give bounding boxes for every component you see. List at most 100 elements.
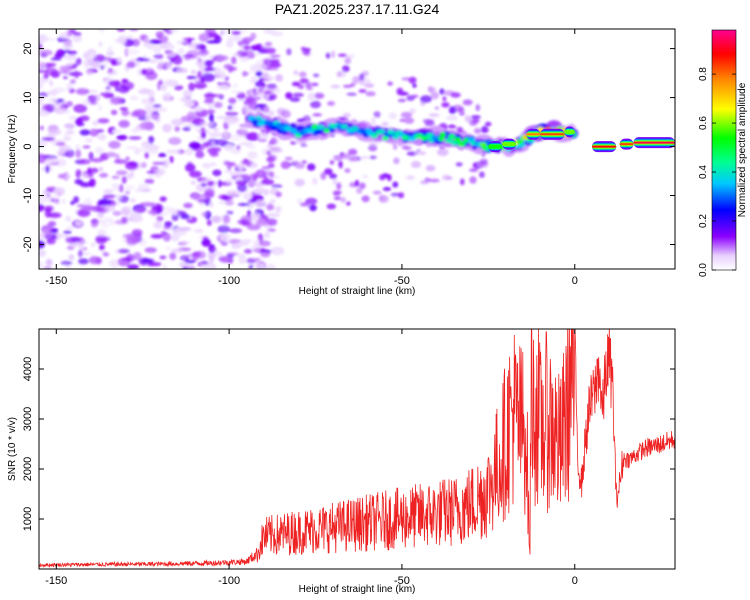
noise-blob <box>110 109 118 116</box>
x-tick-label: -50 <box>394 575 410 587</box>
noise-blob <box>221 195 229 201</box>
noise-blob <box>261 166 271 170</box>
noise-blob <box>121 216 128 224</box>
noise-blob <box>401 77 413 81</box>
noise-blob <box>246 224 261 231</box>
noise-blob <box>300 143 308 147</box>
noise-blob <box>266 83 278 89</box>
noise-blob <box>72 63 78 68</box>
noise-blob <box>41 137 55 141</box>
noise-blob <box>212 250 223 257</box>
noise-blob <box>229 228 243 234</box>
spectrogram-y-label: Frequency (Hz) <box>7 115 18 184</box>
noise-blob <box>382 187 392 191</box>
noise-blob <box>224 178 234 185</box>
noise-blob <box>202 236 209 240</box>
noise-blob <box>135 57 148 62</box>
noise-blob <box>88 52 96 59</box>
noise-blob <box>222 214 231 224</box>
y-tick-label: -20 <box>22 237 34 253</box>
signal-blob <box>431 135 440 141</box>
noise-blob <box>201 183 207 187</box>
noise-blob <box>39 261 44 269</box>
colorbar-tick-label: 0.8 <box>698 67 709 81</box>
noise-blob <box>459 111 465 116</box>
noise-blob <box>358 89 367 93</box>
y-tick-label: 1000 <box>22 507 34 531</box>
noise-blob <box>340 197 347 203</box>
noise-blob <box>129 215 143 223</box>
noise-blob <box>53 196 59 201</box>
noise-blob <box>39 125 44 131</box>
noise-blob <box>291 81 301 87</box>
noise-blob <box>39 83 43 90</box>
noise-blob <box>197 49 210 57</box>
noise-blob <box>248 102 256 110</box>
noise-blob <box>63 54 77 61</box>
noise-blob <box>115 194 122 201</box>
signal-blob <box>275 123 282 128</box>
noise-blob <box>344 168 351 173</box>
noise-blob <box>174 126 180 132</box>
noise-blob <box>325 52 331 59</box>
noise-blob <box>209 202 214 208</box>
noise-blob <box>265 263 276 269</box>
noise-blob <box>129 211 140 217</box>
noise-blob <box>45 165 50 174</box>
noise-blob <box>312 113 323 117</box>
noise-blob <box>261 78 270 82</box>
noise-blob <box>255 219 270 227</box>
noise-blob <box>190 180 196 185</box>
noise-blob <box>98 166 104 172</box>
noise-blob <box>237 202 250 207</box>
noise-blob <box>269 62 282 68</box>
signal-blob <box>387 129 395 135</box>
noise-blob <box>180 240 191 245</box>
noise-blob <box>184 163 196 172</box>
signal-blob <box>316 124 325 130</box>
noise-blob <box>177 226 192 232</box>
noise-blob <box>58 109 71 114</box>
noise-blob <box>242 70 248 77</box>
noise-blob <box>68 115 77 121</box>
noise-blob <box>153 104 162 108</box>
noise-blob <box>286 48 292 56</box>
noise-blob <box>98 29 105 33</box>
noise-blob <box>144 68 155 76</box>
noise-blob <box>165 149 180 154</box>
noise-blob <box>110 58 118 66</box>
signal-blob <box>289 128 298 134</box>
noise-blob <box>165 80 179 86</box>
noise-blob <box>179 255 190 262</box>
noise-blob <box>224 144 234 152</box>
noise-blob <box>172 211 179 216</box>
signal-blob <box>457 141 466 147</box>
noise-blob <box>373 111 381 118</box>
noise-blob <box>392 181 399 188</box>
noise-blob <box>320 172 327 180</box>
noise-blob <box>44 67 58 76</box>
noise-blob <box>47 129 60 136</box>
y-tick-label: 2000 <box>22 457 34 481</box>
noise-blob <box>235 180 248 186</box>
spectrogram-heatmap <box>39 29 675 269</box>
x-tick-label: 0 <box>572 575 578 587</box>
noise-blob <box>448 106 456 115</box>
noise-blob <box>224 169 233 174</box>
noise-blob <box>188 82 196 92</box>
signal-blob <box>401 134 409 141</box>
noise-blob <box>297 84 305 90</box>
noise-blob <box>457 107 465 113</box>
noise-blob <box>162 123 172 133</box>
noise-blob <box>100 92 105 96</box>
snr-series-line <box>39 329 675 569</box>
noise-blob <box>411 160 421 169</box>
noise-blob <box>64 174 71 179</box>
noise-blob <box>368 144 378 152</box>
noise-blob <box>347 156 359 162</box>
noise-blob <box>204 197 212 206</box>
noise-blob <box>39 203 45 212</box>
noise-blob <box>305 197 318 205</box>
noise-blob <box>235 242 250 246</box>
noise-blob <box>237 219 249 225</box>
